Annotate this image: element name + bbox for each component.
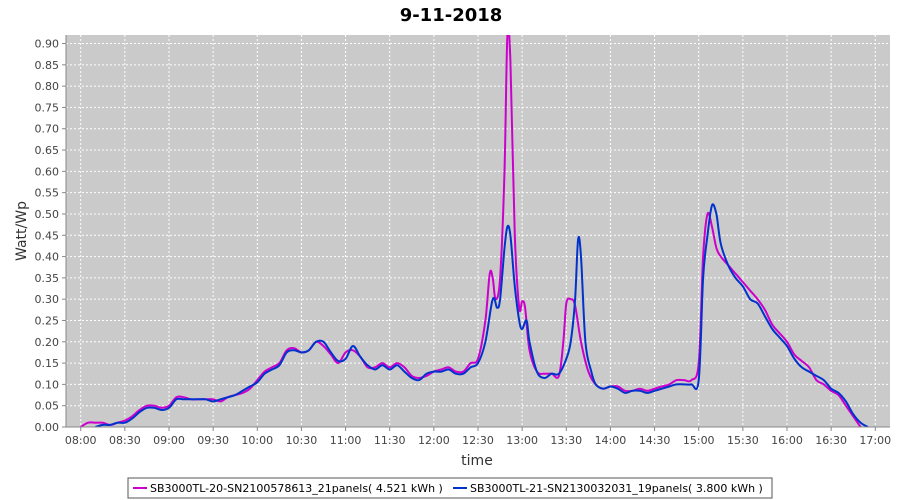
x-tick-label: 15:30	[727, 434, 759, 447]
x-tick-label: 15:00	[683, 434, 715, 447]
y-tick-label: 0.25	[35, 314, 60, 327]
x-tick-label: 10:30	[286, 434, 318, 447]
y-tick-label: 0.75	[35, 101, 60, 114]
y-tick-label: 0.60	[35, 165, 60, 178]
y-tick-label: 0.35	[35, 272, 60, 285]
x-tick-label: 16:00	[771, 434, 803, 447]
y-tick-label: 0.05	[35, 400, 60, 413]
x-tick-label: 17:00	[859, 434, 891, 447]
y-tick-label: 0.30	[35, 293, 60, 306]
y-tick-label: 0.90	[35, 38, 60, 51]
y-tick-label: 0.00	[35, 421, 60, 434]
y-tick-label: 0.10	[35, 378, 60, 391]
y-tick-label: 0.70	[35, 123, 60, 136]
y-tick-label: 0.20	[35, 336, 60, 349]
x-tick-label: 11:00	[330, 434, 362, 447]
y-tick-label: 0.45	[35, 229, 60, 242]
x-tick-label: 14:30	[639, 434, 671, 447]
x-tick-label: 08:00	[65, 434, 97, 447]
y-tick-label: 0.15	[35, 357, 60, 370]
legend-label-series-2: SB3000TL-21-SN2130032031_19panels( 3.800…	[470, 482, 763, 495]
x-tick-label: 09:30	[197, 434, 229, 447]
x-tick-label: 13:00	[506, 434, 538, 447]
series-lines	[80, 35, 869, 427]
legend: SB3000TL-20-SN2100578613_21panels( 4.521…	[127, 477, 773, 499]
legend-label-series-1: SB3000TL-20-SN2100578613_21panels( 4.521…	[150, 482, 443, 495]
legend-box	[127, 477, 773, 499]
x-tick-label: 12:30	[462, 434, 494, 447]
y-tick-label: 0.40	[35, 251, 60, 264]
x-axis-ticks: 08:00 08:30 09:00 09:30 10:00 10:30 11:00 11:30…	[65, 427, 891, 447]
y-axis-ticks: 0.00 0.05 0.10 0.15 0.20 0.25 0.30 0.35 0.40 0.45…	[35, 38, 66, 434]
y-tick-label: 0.50	[35, 208, 60, 221]
x-tick-label: 09:00	[153, 434, 185, 447]
x-tick-label: 16:30	[815, 434, 847, 447]
series-line-2	[95, 203, 869, 427]
x-tick-label: 08:30	[109, 434, 141, 447]
x-tick-label: 12:00	[418, 434, 450, 447]
chart-title: 9-11-2018	[400, 5, 503, 26]
x-tick-label: 11:30	[374, 434, 406, 447]
y-tick-label: 0.55	[35, 187, 60, 200]
x-axis-title: time	[461, 453, 493, 469]
y-axis-title: Watt/Wp	[14, 201, 30, 261]
y-tick-label: 0.80	[35, 80, 60, 93]
x-tick-label: 14:00	[595, 434, 627, 447]
y-tick-label: 0.65	[35, 144, 60, 157]
x-tick-label: 13:30	[550, 434, 582, 447]
x-tick-label: 10:00	[241, 434, 273, 447]
y-tick-label: 0.85	[35, 59, 60, 72]
gridlines	[66, 35, 890, 428]
